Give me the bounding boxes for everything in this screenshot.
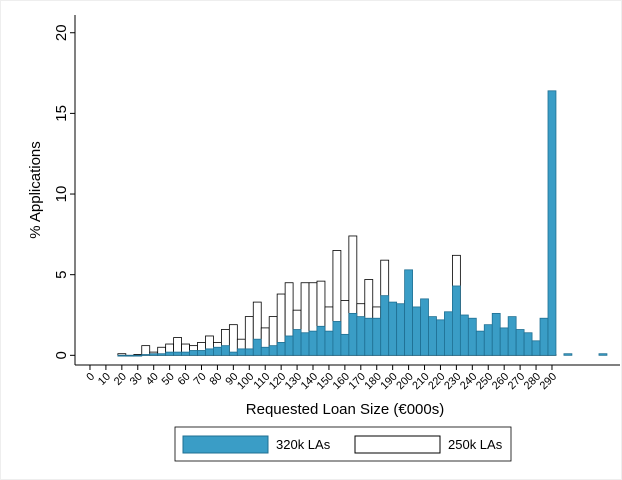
y-tick-label: 20 <box>53 24 70 41</box>
bar <box>507 316 517 356</box>
bar <box>157 353 167 356</box>
bar <box>436 319 445 356</box>
legend-swatch <box>182 435 269 454</box>
bar <box>420 298 429 356</box>
bar <box>268 345 278 356</box>
bar <box>181 351 190 356</box>
bar <box>459 314 469 356</box>
bar <box>348 312 358 356</box>
bar <box>380 295 390 356</box>
bar <box>149 353 159 356</box>
bar <box>356 316 366 356</box>
y-tick-label: 0 <box>53 351 70 359</box>
legend-label: 250k LAs <box>448 437 503 452</box>
bar <box>213 346 222 356</box>
bar <box>228 351 238 356</box>
bar <box>292 329 302 356</box>
bar <box>141 354 151 356</box>
legend-swatch <box>354 435 441 454</box>
bar <box>125 354 135 357</box>
bar <box>491 312 501 356</box>
bar <box>467 317 477 356</box>
bar <box>260 346 270 356</box>
bar <box>388 301 398 356</box>
bar <box>141 345 151 356</box>
x-axis-title: Requested Loan Size (€000s) <box>246 401 444 418</box>
bar <box>428 316 437 356</box>
bar <box>276 342 286 356</box>
legend-label: 320k LAs <box>276 437 331 452</box>
bar <box>252 338 262 356</box>
bar <box>205 348 214 356</box>
bar <box>412 306 421 356</box>
bar <box>444 311 453 356</box>
bar <box>308 330 318 356</box>
bar <box>316 325 326 356</box>
bar <box>340 333 350 356</box>
bar <box>539 317 549 356</box>
bar <box>189 350 198 356</box>
bar <box>364 317 374 356</box>
bar <box>452 285 461 356</box>
bar <box>300 332 310 356</box>
bar <box>165 351 175 356</box>
bar <box>197 350 206 356</box>
y-tick-label: 5 <box>53 271 70 279</box>
bar <box>563 353 573 356</box>
bar <box>531 340 541 356</box>
bar <box>396 303 406 356</box>
bar <box>324 330 334 356</box>
bar <box>372 317 382 356</box>
bar <box>332 321 342 356</box>
bar <box>221 345 230 356</box>
bar <box>523 332 533 356</box>
bar <box>515 329 525 356</box>
bar <box>228 324 238 356</box>
y-tick-label: 15 <box>53 105 70 122</box>
bar <box>475 330 485 356</box>
bar <box>598 353 608 356</box>
y-tick-label: 10 <box>53 186 70 203</box>
bar <box>547 90 557 356</box>
bar <box>236 348 246 356</box>
y-axis-title: % Applications <box>27 141 44 239</box>
bar <box>499 327 509 356</box>
bar <box>133 354 143 357</box>
bar <box>117 354 127 357</box>
bar <box>244 348 254 356</box>
bar <box>404 269 413 356</box>
bar <box>284 335 294 356</box>
bar <box>173 351 182 356</box>
bar <box>483 324 493 356</box>
